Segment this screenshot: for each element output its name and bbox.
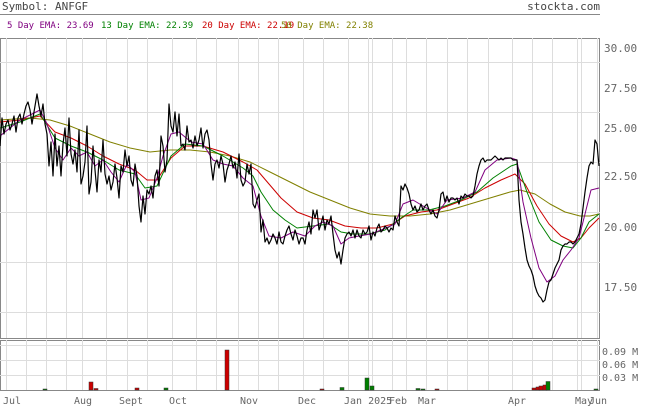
x-tick-label: May <box>575 396 593 406</box>
price-tick-label: 20.00 <box>604 221 637 234</box>
x-tick-label: Jun <box>589 396 607 406</box>
volume-bar <box>134 387 140 391</box>
volume-bar <box>339 387 345 391</box>
volume-bars <box>42 349 599 391</box>
volume-bar <box>531 387 537 391</box>
volume-bar <box>42 388 48 391</box>
volume-bar <box>224 349 230 391</box>
x-tick-label: Feb <box>389 396 407 406</box>
price-tick-label: 27.50 <box>604 82 637 95</box>
legend-ema20: 20 Day EMA: 22.19 <box>202 21 294 31</box>
20-day-ema-line <box>0 115 600 243</box>
x-tick-label: Dec <box>298 396 316 406</box>
legend-ema13: 13 Day EMA: 22.39 <box>101 21 193 31</box>
volume-bar <box>163 387 169 391</box>
5-day-ema-line <box>0 109 600 283</box>
volume-bar <box>93 388 99 391</box>
volume-grid <box>0 340 600 390</box>
volume-tick-label: 0.09 M <box>602 347 638 358</box>
volume-bar <box>88 381 94 391</box>
price-tick-label: 25.00 <box>604 122 637 135</box>
volume-bar <box>369 385 375 391</box>
legend-ema5: 5 Day EMA: 23.69 <box>7 21 94 31</box>
volume-plot-area <box>0 340 600 391</box>
volume-tick-label: 0.06 M <box>602 360 638 371</box>
volume-tick-label: 0.03 M <box>602 373 638 384</box>
price-tick-label: 22.50 <box>604 170 637 183</box>
site-watermark: stockta.com <box>527 0 600 13</box>
volume-bar <box>434 388 440 391</box>
price-tick-label: 17.50 <box>604 281 637 294</box>
volume-panel <box>0 340 600 391</box>
price-panel <box>0 38 600 339</box>
price-plot-area <box>0 38 600 339</box>
volume-bar <box>420 388 426 391</box>
x-tick-label: Mar <box>418 396 436 406</box>
x-tick-label: Oct <box>169 396 187 406</box>
close-line <box>0 93 600 303</box>
volume-bar <box>593 388 599 391</box>
x-tick-label: Nov <box>240 396 258 406</box>
symbol-label: Symbol: ANFGF <box>2 0 88 13</box>
price-tick-label: 30.00 <box>604 42 637 55</box>
volume-bar <box>545 381 551 391</box>
x-tick-label: Sept <box>119 396 143 406</box>
volume-bar <box>364 377 370 391</box>
x-tick-label: Jan 2025 <box>344 396 392 406</box>
price-lines <box>0 93 600 303</box>
x-tick-label: Apr <box>508 396 526 406</box>
volume-bar <box>415 388 421 391</box>
volume-bar <box>319 388 325 391</box>
x-tick-label: Aug <box>74 396 92 406</box>
volume-bar <box>538 385 544 391</box>
legend-ema50: 50 Day EMA: 22.38 <box>281 21 373 31</box>
x-tick-label: Jul <box>3 396 21 406</box>
